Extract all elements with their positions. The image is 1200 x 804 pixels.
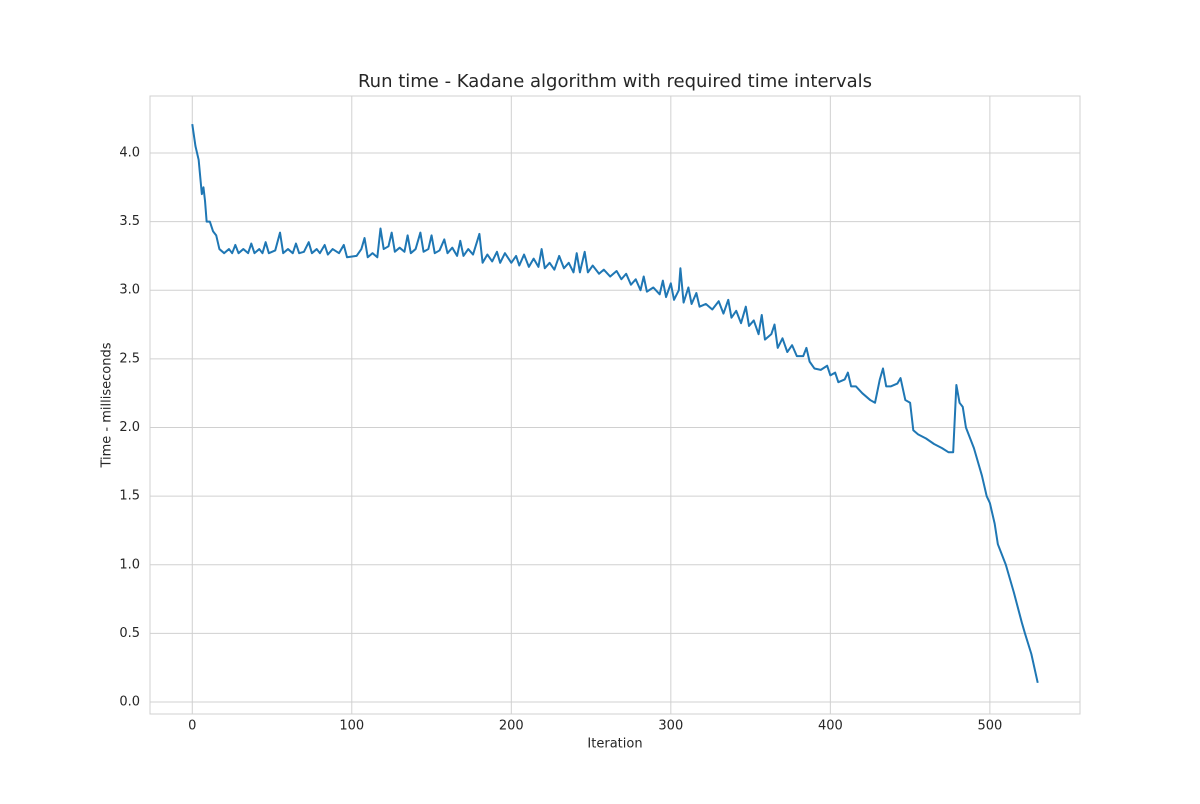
x-tick-label: 0 <box>188 719 196 734</box>
x-tick-label: 200 <box>499 719 524 734</box>
y-tick-label: 2.0 <box>119 420 140 435</box>
y-tick-label: 3.5 <box>119 214 140 229</box>
plot-frame <box>149 95 1081 715</box>
y-tick-label: 1.5 <box>119 489 140 504</box>
x-tick-label: 100 <box>339 719 364 734</box>
y-tick-label: 0.5 <box>119 626 140 641</box>
x-axis-label: Iteration <box>587 737 642 752</box>
x-tick-label: 300 <box>658 719 683 734</box>
x-tick-label: 500 <box>977 719 1002 734</box>
y-tick-label: 0.0 <box>119 695 140 710</box>
y-tick-label: 3.0 <box>119 283 140 298</box>
y-axis-label: Time - milliseconds <box>100 342 115 468</box>
y-tick-label: 4.0 <box>119 145 140 160</box>
y-tick-label: 2.5 <box>119 351 140 366</box>
x-tick-label: 400 <box>818 719 843 734</box>
y-tick-label: 1.0 <box>119 557 140 572</box>
chart-title: Run time - Kadane algorithm with require… <box>358 71 872 92</box>
data-line <box>191 123 1039 684</box>
